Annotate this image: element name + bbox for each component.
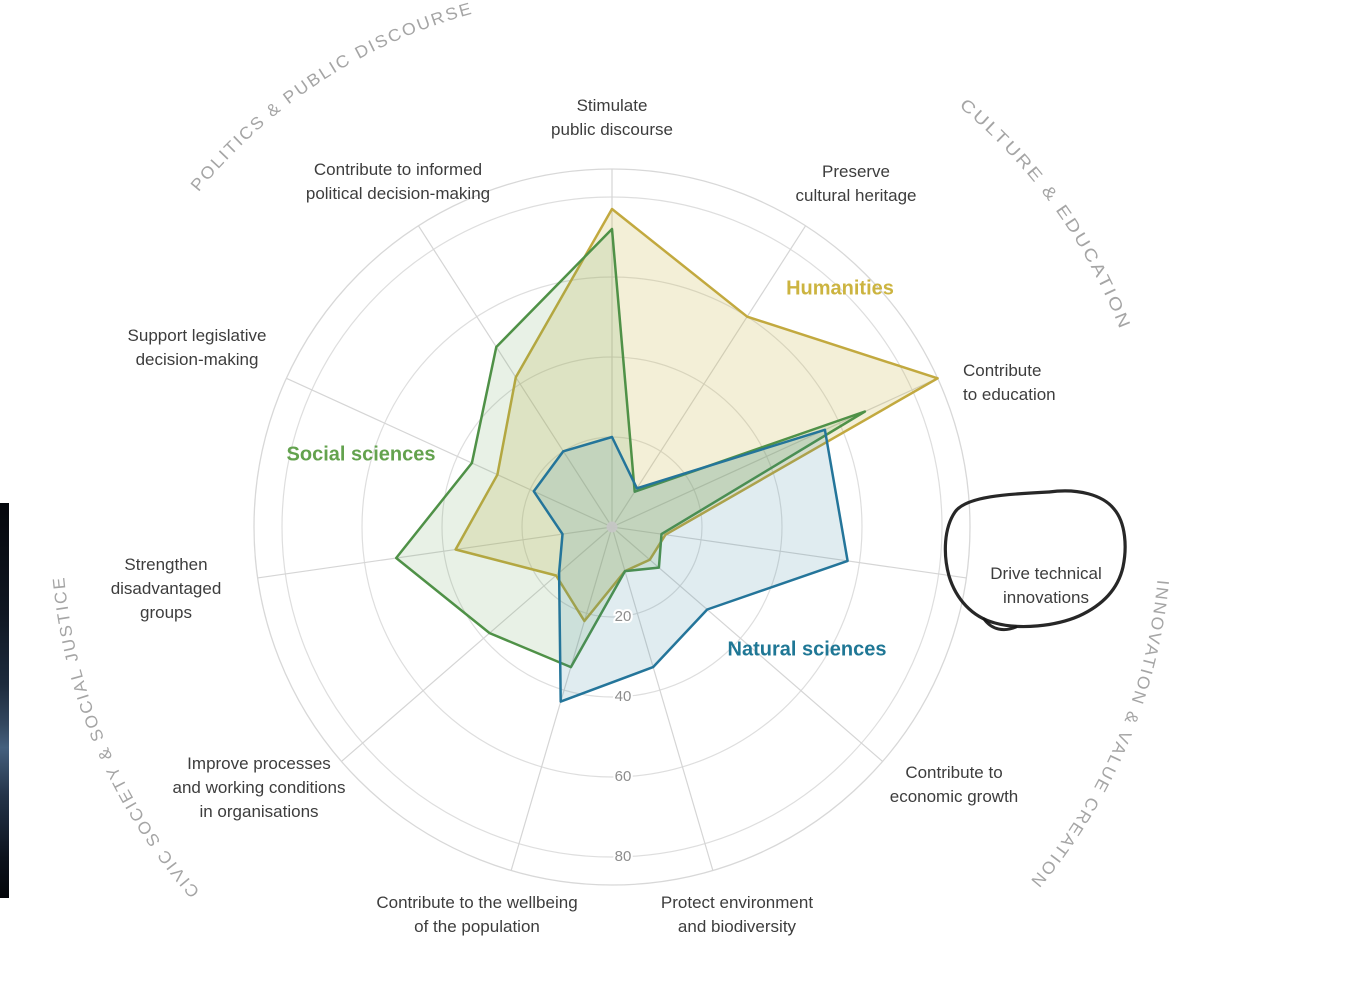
grid-spoke: [611, 377, 938, 528]
axis-label-line: and biodiversity: [677, 917, 797, 936]
axis-label-line: Drive technical: [990, 564, 1102, 583]
axis-label-line: Stimulate: [576, 96, 648, 115]
axis-label-9: Support legislative decision-making: [128, 324, 267, 372]
grid-spoke: [611, 526, 714, 871]
axis-label-line: economic growth: [889, 787, 1019, 806]
axis-label-line: innovations: [1002, 588, 1089, 607]
background-window-edge-artifact: [0, 503, 9, 898]
axis-label-7: Improve processes and working conditions i…: [173, 752, 346, 824]
axis-label-line: Contribute to informed: [313, 160, 483, 179]
axis-label-4: Contribute to economic growth: [890, 761, 1019, 809]
axis-label-line: and working conditions: [172, 778, 346, 797]
series-polygon-social-sciences: [394, 227, 867, 669]
hand-drawn-circle-annotation: [943, 489, 1127, 632]
annotation-tail-stroke: [982, 617, 1018, 632]
axis-label-line: political decision-making: [305, 184, 491, 203]
axis-label-line: Contribute: [963, 361, 1042, 380]
annotation-loop: [943, 489, 1127, 629]
axis-label-line: groups: [140, 603, 192, 622]
radial-tick-label: 20: [615, 608, 632, 625]
axis-label-line: cultural heritage: [795, 186, 917, 205]
axis-label-line: Protect environment: [660, 893, 814, 912]
radial-tick-label: 60: [615, 768, 632, 785]
axis-label-line: of the population: [414, 917, 540, 936]
grid-spoke: [286, 377, 613, 528]
sector-arc-path: [959, 107, 1124, 341]
series-name-label-social-sciences: Social sciences: [286, 443, 436, 466]
axis-label-3: Drive technical innovations: [990, 562, 1102, 610]
axis-label-6: Contribute to the wellbeing of the popula…: [376, 891, 577, 939]
axis-label-line: disadvantaged: [110, 579, 222, 598]
series-name-label-natural-sciences: Natural sciences: [727, 638, 887, 661]
axis-label-line: Contribute to the wellbeing: [376, 893, 578, 912]
axis-label-line: Support legislative: [127, 326, 267, 345]
polar-grid: [253, 168, 971, 886]
axis-label-line: Contribute to: [905, 763, 1003, 782]
radial-tick-label: 40: [615, 688, 632, 705]
grid-spoke: [257, 526, 613, 579]
grid-spoke: [611, 526, 883, 762]
axis-label-1: Preserve cultural heritage: [796, 160, 917, 208]
sector-label: CULTURE & EDUCATION: [956, 95, 1134, 333]
axis-label-line: in organisations: [199, 802, 319, 821]
axis-label-10: Contribute to informed political decision…: [306, 158, 490, 206]
center-dot: [606, 521, 618, 533]
axis-label-2: Contribute to education: [963, 359, 1056, 407]
axis-label-8: Strengthen disadvantaged groups: [111, 553, 222, 625]
series-polygon-natural-sciences: [532, 428, 849, 703]
grid-spoke: [611, 526, 967, 579]
series-name-label-humanities: Humanities: [786, 277, 894, 300]
axis-label-line: to education: [963, 385, 1056, 404]
grid-spoke: [341, 526, 613, 762]
axis-label-line: Improve processes: [187, 754, 331, 773]
axis-label-line: public discourse: [551, 120, 673, 139]
axis-label-line: decision-making: [135, 350, 259, 369]
axis-label-line: Preserve: [821, 162, 891, 181]
grid-spoke: [611, 225, 807, 528]
sector-label-text: CULTURE & EDUCATION: [956, 95, 1132, 333]
series-polygon-humanities: [454, 207, 939, 623]
axis-label-5: Protect environment and biodiversity: [661, 891, 813, 939]
axis-label-0: Stimulate public discourse: [551, 94, 673, 142]
radial-tick-label: 80: [615, 848, 632, 865]
axis-label-line: Strengthen: [124, 555, 208, 574]
